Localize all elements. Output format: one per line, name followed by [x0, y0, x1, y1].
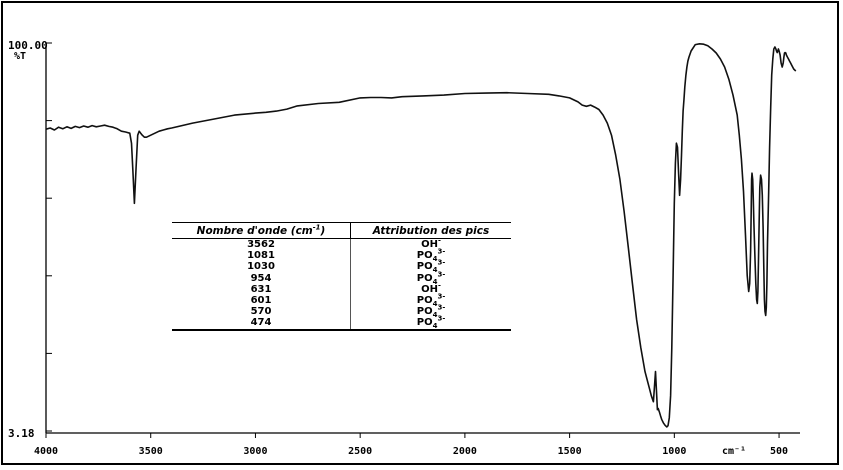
table-row: 570 PO43-: [172, 303, 511, 320]
x-tick-label: 500: [770, 446, 789, 457]
table-row: 601 PO43-: [172, 292, 511, 309]
attribution-cell: PO43-: [416, 270, 446, 286]
y-axis-bottom-label: 3.18: [8, 427, 35, 440]
table-row: 631 OH-: [172, 281, 511, 295]
attribution-cell: PO43-: [416, 247, 446, 264]
wavenumber-cell: 570: [172, 306, 351, 318]
table-header-wavenumber: Nombre d'onde (cm-1): [172, 222, 351, 239]
x-tick-label: 2500: [348, 446, 373, 457]
wavenumber-cell: 631: [172, 283, 351, 295]
spectrum-line: [45, 43, 797, 428]
x-tick-label: 1000: [662, 446, 687, 457]
attribution-cell: PO43-: [416, 303, 446, 320]
attribution-cell: OH-: [421, 281, 441, 295]
x-axis-unit: cm⁻¹: [722, 446, 747, 457]
attribution-cell: OH-: [421, 236, 441, 251]
wavenumber-cell: 601: [172, 294, 351, 307]
x-tick-label: 2000: [452, 446, 477, 457]
peak-assignment-table: Nombre d'onde (cm-1) Attribution des pic…: [172, 222, 511, 331]
wavenumber-cell: 3562: [172, 238, 351, 251]
wavenumber-cell: 954: [172, 272, 351, 284]
y-axis-top-label: 100.00: [8, 39, 48, 52]
x-tick-label: 3500: [138, 446, 163, 457]
attribution-cell: PO43-: [416, 292, 446, 309]
table-row: 1030 PO43-: [172, 259, 511, 275]
x-tick-label: 1500: [557, 446, 582, 457]
x-tick-label: 4000: [33, 446, 59, 457]
wavenumber-cell: 474: [172, 317, 351, 331]
table-row: 1081 PO43-: [172, 247, 511, 264]
attribution-cell: PO43-: [416, 259, 446, 275]
table-row: 3562 OH-: [172, 236, 511, 251]
table-row: 474 PO43-: [172, 316, 511, 331]
table-header-attribution: Attribution des pics: [350, 222, 511, 239]
wavenumber-cell: 1081: [172, 250, 351, 262]
wavenumber-cell: 1030: [172, 261, 351, 273]
y-axis-unit: %T: [14, 51, 27, 62]
x-tick-label: 3000: [243, 446, 268, 457]
table-row: 954 PO43-: [172, 270, 511, 286]
attribution-cell: PO43-: [350, 316, 511, 331]
